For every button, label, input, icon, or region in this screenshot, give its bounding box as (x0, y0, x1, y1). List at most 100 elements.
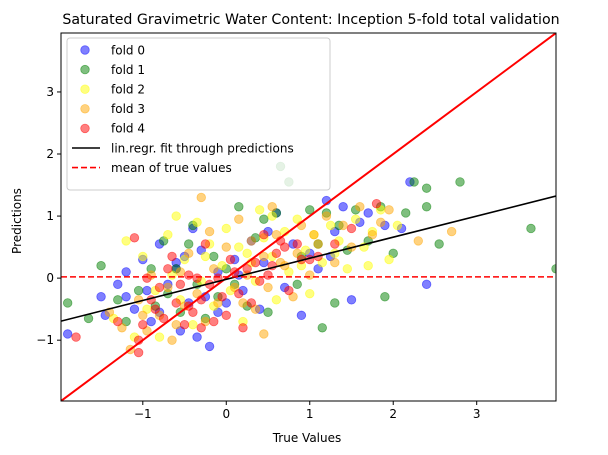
fold-3-point (338, 220, 348, 231)
fold-2-point (305, 288, 315, 299)
fold-2-point (384, 254, 394, 265)
fold-4-point (238, 323, 248, 333)
fold-3-point (330, 257, 340, 268)
legend-marker (80, 123, 90, 134)
fold-0-point (142, 285, 152, 296)
y-tick-label: 3 (46, 85, 54, 99)
y-tick-label: 1 (46, 209, 54, 223)
legend-box (66, 37, 331, 191)
fold-3-point (259, 251, 269, 262)
fold-4-point (221, 310, 231, 321)
fold-4-point (346, 223, 357, 234)
fold-4-point (263, 270, 273, 280)
fold-1-point (455, 177, 465, 187)
legend-marker (80, 45, 90, 55)
y-tick-label: 2 (46, 147, 54, 161)
legend-label: fold 3 (111, 102, 145, 116)
fold-2-point (217, 261, 227, 271)
fold-4-point (196, 323, 206, 333)
fold-1-point (62, 298, 73, 308)
legend-label: mean of true values (111, 161, 232, 175)
fold-3-point (163, 282, 173, 293)
fold-1-point (184, 239, 194, 249)
fold-2-point (234, 242, 244, 252)
fold-2-point (254, 205, 265, 215)
fold-3-point (321, 211, 332, 221)
fold-3-point (259, 329, 269, 339)
fold-3-point (446, 226, 457, 237)
fold-3-point (138, 310, 148, 321)
fold-3-point (376, 217, 386, 227)
fold-1-point (434, 239, 444, 249)
legend-label: fold 2 (111, 83, 145, 97)
fold-4-point (163, 264, 173, 274)
legend-marker (80, 104, 90, 114)
fold-4-point (175, 279, 186, 290)
plot-area (61, 33, 556, 401)
fold-3-point (184, 248, 194, 259)
fold-4-point (192, 273, 202, 283)
fold-4-point (171, 298, 181, 308)
x-tick-label: 0 (222, 407, 230, 421)
fold-2-point (325, 220, 336, 231)
fold-0-point (338, 202, 348, 212)
legend-marker (80, 64, 90, 75)
x-axis-label: True Values (272, 431, 342, 445)
fold-4-point (154, 282, 165, 293)
x-tick-label: 2 (389, 407, 397, 421)
fold-3-point (196, 192, 206, 203)
fold-3-point (238, 298, 248, 308)
fold-1-point (305, 205, 315, 215)
fold-4-point (209, 316, 219, 327)
fold-2-point (171, 211, 181, 221)
fold-0-point (113, 279, 123, 290)
fold-1-point (551, 264, 556, 274)
legend-label: fold 1 (111, 63, 145, 77)
fold-0-point (421, 279, 432, 290)
fold-1-point (234, 202, 244, 212)
fold-4-point (284, 285, 294, 296)
fold-3-point (305, 270, 315, 280)
fold-3-point (171, 319, 181, 330)
fold-2-point (221, 223, 231, 234)
fold-0-point (296, 310, 307, 321)
fold-3-point (313, 239, 323, 249)
fold-3-point (355, 202, 365, 212)
fold-3-point (384, 205, 394, 215)
fold-1-point (292, 279, 302, 290)
fold-1-point (421, 183, 432, 193)
fold-2-point (300, 245, 311, 255)
fold-1-point (133, 285, 144, 296)
fold-4-point (200, 239, 211, 249)
fold-0-point (346, 295, 357, 305)
fold-4-point (242, 264, 252, 274)
fold-0-point (204, 341, 215, 352)
fold-4-point (113, 316, 123, 327)
fold-1-point (330, 298, 340, 308)
fold-3-point (367, 229, 378, 240)
fold-0-point (363, 208, 373, 218)
x-tick-label: −1 (134, 407, 152, 421)
y-tick-label: 0 (46, 271, 54, 285)
fold-3-point (263, 282, 273, 293)
fold-4-point (271, 248, 282, 259)
fold-4-point (330, 239, 340, 249)
fold-3-point (167, 335, 177, 345)
x-tick-label: 3 (473, 407, 481, 421)
fold-0-point (121, 292, 131, 302)
fold-0-point (146, 316, 156, 327)
fold-1-point (526, 223, 536, 234)
fold-0-point (96, 292, 106, 302)
fold-4-point (217, 292, 227, 302)
fold-4-point (138, 319, 148, 330)
axes-frame (60, 32, 557, 402)
fold-4-point (167, 251, 177, 262)
fold-4-point (133, 347, 144, 358)
legend: fold 0 fold 1 fold 2 fold 3 fold 4 lin.regr. … (66, 37, 331, 191)
fold-4-point (254, 276, 265, 286)
legend-label: fold 4 (111, 122, 145, 136)
fold-3-point (209, 264, 219, 274)
fold-1-point (421, 202, 432, 212)
y-tick-label: −1 (36, 333, 54, 347)
